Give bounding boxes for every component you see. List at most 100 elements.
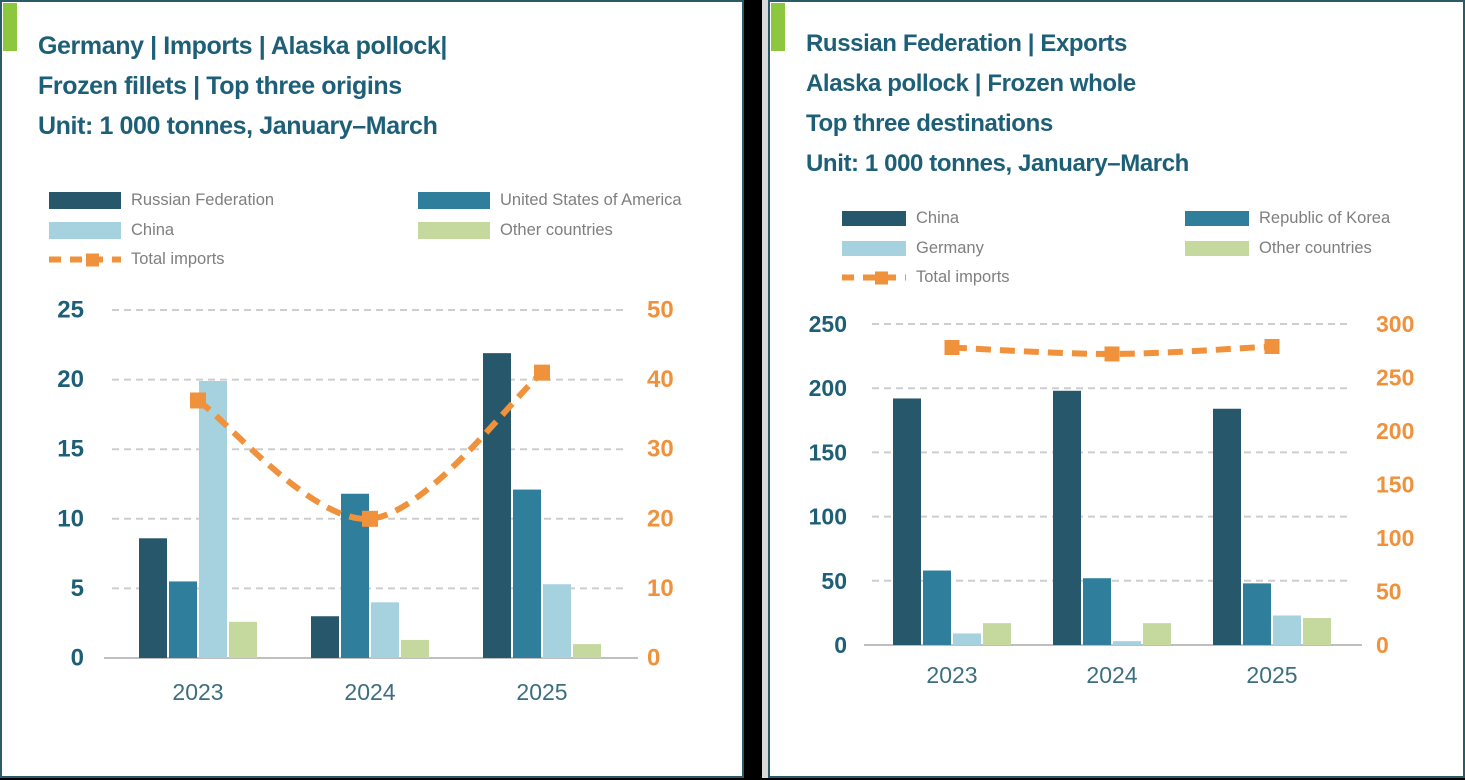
total-line [951, 343, 1273, 357]
year-label-2023: 2023 [172, 679, 223, 705]
legend-item-china: China [49, 216, 418, 246]
legend-item-china: China [842, 204, 1185, 234]
bar-china-2023 [199, 380, 227, 658]
bar-republic-of-korea-2025 [1243, 583, 1271, 645]
legend-label: Other countries [1259, 238, 1372, 257]
bar-republic-of-korea-2023 [923, 570, 951, 645]
left-axis-tick-label: 15 [57, 436, 84, 463]
legend-item-republic-of-korea: Republic of Korea [1185, 204, 1390, 234]
legend-item-total-imports: Total imports [842, 263, 1185, 293]
legend-label: Other countries [500, 220, 613, 239]
left-axis-tick-label: 150 [809, 439, 847, 465]
legend-label: Russian Federation [131, 191, 275, 210]
right-axis-tick-label: 250 [1376, 365, 1414, 391]
bar-other-countries-2023 [983, 623, 1011, 645]
chart-title: Russian Federation | Exports Alaska poll… [806, 24, 1189, 184]
legend-swatch-germany [842, 240, 906, 256]
legend-swatch-china [842, 211, 906, 227]
year-label-2023: 2023 [926, 662, 977, 688]
bar-russian-federation-2023 [139, 538, 167, 658]
right-axis-tick-label: 10 [647, 575, 674, 602]
left-axis-tick-label: 10 [57, 505, 84, 532]
legend-swatch-other-countries [1185, 240, 1249, 256]
year-label-2024: 2024 [344, 679, 395, 705]
panel-divider [744, 0, 768, 780]
total-marker-2024 [362, 510, 378, 527]
title-line-2: Frozen fillets | Top three origins [38, 72, 402, 100]
right-axis-tick-label: 0 [1376, 632, 1389, 658]
right-axis-tick-label: 300 [1376, 311, 1414, 337]
legend: Russian Federation United States of Ameri… [49, 186, 682, 275]
title-line-4: Unit: 1 000 tonnes, January–March [806, 150, 1189, 177]
total-marker-2023 [190, 392, 206, 409]
left-axis-tick-label: 0 [71, 645, 84, 672]
legend-swatch-republic-of-korea [1185, 211, 1249, 227]
total-marker-2024 [1104, 346, 1120, 362]
bar-republic-of-korea-2024 [1083, 578, 1111, 645]
left-axis-tick-label: 20 [57, 366, 84, 393]
bar-china-2025 [543, 584, 571, 658]
title-line-1: Russian Federation | Exports [806, 30, 1127, 57]
right-axis-tick-label: 150 [1376, 472, 1414, 498]
legend-swatch-other-countries [418, 221, 490, 239]
bar-other-countries-2024 [1143, 623, 1171, 645]
legend-label: China [916, 209, 960, 228]
legend-label: Total imports [916, 268, 1010, 287]
bar-china-2025 [1213, 408, 1241, 645]
year-label-2024: 2024 [1086, 662, 1137, 688]
title-line-3: Unit: 1 000 tonnes, January–March [38, 112, 438, 140]
bar-germany-2024 [1113, 641, 1141, 645]
legend-dashed-line-marker-icon [49, 253, 121, 267]
title-line-2: Alaska pollock | Frozen whole [806, 70, 1136, 97]
right-axis-tick-label: 100 [1376, 525, 1414, 551]
legend: China Republic of Korea Germany Other count… [842, 204, 1390, 293]
legend-dashed-line-marker-icon [842, 271, 906, 285]
bar-other-countries-2024 [401, 639, 429, 658]
left-axis-tick-label: 250 [809, 311, 847, 337]
bar-other-countries-2023 [229, 621, 257, 658]
legend-item-other-countries: Other countries [418, 216, 682, 246]
bar-russian-federation-2024 [311, 616, 339, 658]
total-marker-2025 [1264, 338, 1280, 354]
bar-united-states-of-america-2025 [513, 489, 541, 658]
panel-germany-imports: Germany | Imports | Alaska pollock| Froz… [0, 0, 744, 778]
legend-label: Total imports [131, 250, 225, 269]
bar-other-countries-2025 [1303, 618, 1331, 645]
right-axis-tick-label: 30 [647, 436, 674, 463]
chart-title: Germany | Imports | Alaska pollock| Froz… [38, 26, 447, 146]
russia-exports-chart: 0 50 100 150 200 250 0 50 100 150 200 250 300 2023 202… [809, 311, 1415, 688]
legend-label: United States of America [500, 191, 682, 210]
legend-item-germany: Germany [842, 234, 1185, 264]
bar-other-countries-2025 [573, 644, 601, 658]
title-line-1: Germany | Imports | Alaska pollock| [38, 32, 447, 60]
right-axis-tick-label: 50 [647, 297, 674, 324]
bar-china-2023 [893, 398, 921, 645]
legend-item-other-countries: Other countries [1185, 234, 1390, 264]
green-accent-bar [3, 3, 17, 51]
bar-china-2024 [371, 602, 399, 658]
green-accent-bar [771, 3, 785, 51]
total-marker-2025 [534, 364, 550, 381]
legend-swatch-china [49, 221, 121, 239]
bar-china-2024 [1053, 390, 1081, 645]
total-marker-2023 [944, 340, 960, 356]
divider-sliver [762, 0, 768, 778]
legend-label: China [131, 220, 175, 239]
bar-germany-2025 [1273, 615, 1301, 645]
bar-united-states-of-america-2023 [169, 581, 197, 658]
right-axis-tick-label: 20 [647, 505, 674, 532]
total-line [196, 370, 544, 522]
left-axis-tick-label: 5 [71, 575, 84, 602]
left-axis-tick-label: 200 [809, 375, 847, 401]
legend-swatch-russian-federation [49, 192, 121, 210]
legend-label: Germany [916, 238, 984, 257]
left-axis-tick-label: 25 [57, 297, 84, 324]
legend-item-total-imports: Total imports [49, 245, 418, 275]
year-label-2025: 2025 [516, 679, 567, 705]
right-axis-tick-label: 0 [647, 645, 660, 672]
panel-russia-exports: Russian Federation | Exports Alaska poll… [768, 0, 1465, 778]
left-axis-tick-label: 50 [821, 568, 847, 594]
legend-label: Republic of Korea [1259, 209, 1391, 228]
